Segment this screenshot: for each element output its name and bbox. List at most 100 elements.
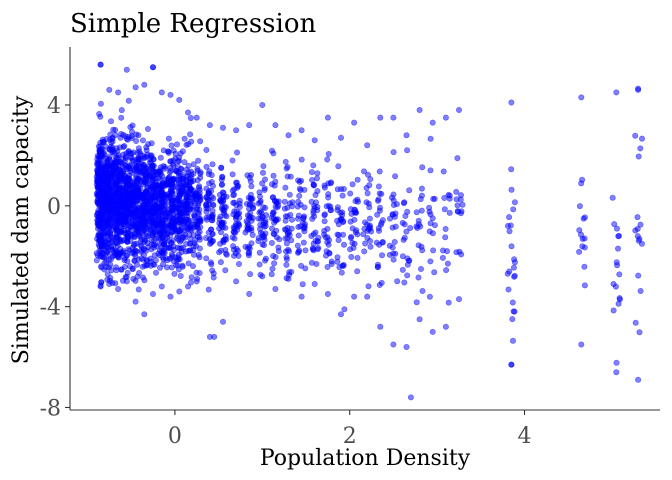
data-point	[140, 137, 147, 144]
data-point	[105, 256, 112, 263]
data-point	[431, 195, 438, 202]
x-tick-label: 0	[168, 424, 182, 449]
data-point	[97, 198, 104, 205]
data-point	[121, 143, 128, 150]
data-point	[159, 187, 166, 194]
data-point	[298, 156, 305, 163]
data-point	[376, 168, 383, 175]
data-point	[259, 231, 266, 238]
data-point	[394, 278, 401, 285]
data-point	[401, 279, 408, 286]
data-point	[257, 221, 264, 228]
data-point	[231, 235, 238, 242]
data-point	[105, 264, 112, 271]
data-point	[638, 240, 645, 247]
data-point	[105, 230, 112, 237]
data-point	[234, 184, 241, 191]
data-point	[115, 285, 122, 292]
data-point	[130, 149, 137, 156]
data-point	[285, 248, 292, 255]
data-point	[429, 328, 436, 335]
data-point	[138, 177, 145, 184]
data-point	[222, 267, 229, 274]
data-point	[137, 156, 144, 163]
data-point	[134, 198, 141, 205]
data-point	[300, 239, 307, 246]
data-point	[133, 131, 140, 138]
data-point	[230, 224, 237, 231]
data-point	[272, 122, 279, 129]
data-point	[324, 114, 331, 121]
data-point	[390, 114, 397, 121]
data-point	[347, 218, 354, 225]
data-point	[97, 113, 104, 120]
data-point	[327, 180, 334, 187]
data-point	[270, 172, 277, 179]
y-ticks: 4 0 -4 -8	[40, 94, 70, 421]
data-point	[367, 243, 374, 250]
data-point	[377, 221, 384, 228]
data-point	[300, 225, 307, 232]
data-point	[184, 195, 191, 202]
data-point	[97, 61, 104, 68]
data-point	[268, 271, 275, 278]
data-point	[510, 264, 517, 271]
data-point	[459, 201, 466, 208]
data-point	[137, 221, 144, 228]
data-point	[133, 138, 140, 145]
data-point	[132, 84, 139, 91]
data-point	[111, 213, 118, 220]
data-point	[206, 168, 213, 175]
y-tick-label: 4	[47, 94, 61, 119]
data-point	[233, 278, 240, 285]
data-point	[260, 242, 267, 249]
data-point	[112, 239, 119, 246]
data-point	[114, 148, 121, 155]
data-point	[510, 206, 517, 213]
data-point	[416, 316, 423, 323]
data-point	[115, 89, 122, 96]
data-point	[120, 168, 127, 175]
data-point	[174, 197, 181, 204]
data-point	[164, 148, 171, 155]
data-point	[121, 263, 128, 270]
data-point	[407, 225, 414, 232]
data-point	[247, 178, 254, 185]
data-point	[308, 169, 315, 176]
data-point	[351, 119, 358, 126]
data-point	[196, 183, 203, 190]
data-point	[148, 241, 155, 248]
data-point	[310, 162, 317, 169]
data-point	[223, 193, 230, 200]
data-point	[367, 238, 374, 245]
data-point	[406, 187, 413, 194]
data-point	[505, 286, 512, 293]
data-point	[172, 226, 179, 233]
data-point	[129, 265, 136, 272]
data-point	[615, 233, 622, 240]
data-point	[219, 173, 226, 180]
data-point	[165, 210, 172, 217]
data-point	[144, 126, 151, 133]
data-point	[233, 179, 240, 186]
data-point	[364, 293, 371, 300]
data-point	[439, 254, 446, 261]
data-point	[416, 107, 423, 114]
data-point	[389, 244, 396, 251]
data-point	[638, 135, 645, 142]
data-point	[157, 154, 164, 161]
data-point	[379, 239, 386, 246]
data-point	[341, 306, 348, 313]
data-point	[261, 187, 268, 194]
data-point	[287, 211, 294, 218]
data-point	[614, 245, 621, 252]
data-point	[298, 293, 305, 300]
data-point	[120, 249, 127, 256]
data-point	[131, 257, 138, 264]
data-point	[137, 185, 144, 192]
data-point	[506, 268, 513, 275]
data-point	[94, 176, 101, 183]
data-point	[354, 268, 361, 275]
data-point	[632, 132, 639, 139]
